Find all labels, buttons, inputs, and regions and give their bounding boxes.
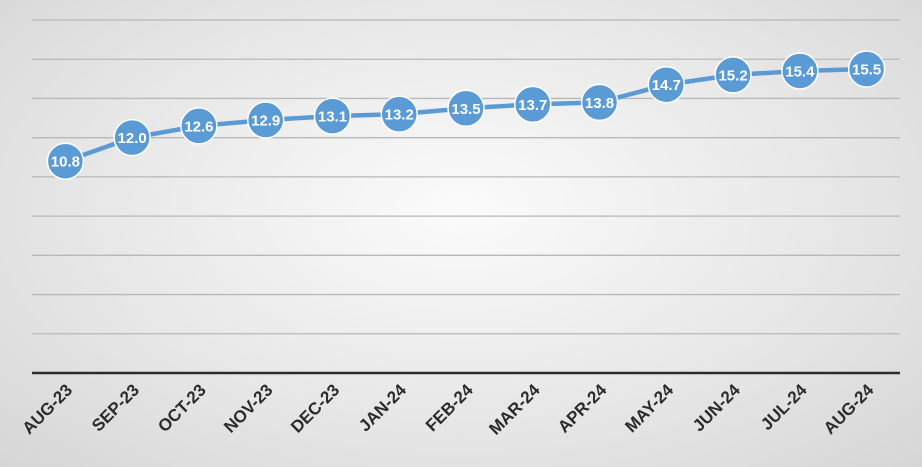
gridlines xyxy=(32,19,900,335)
data-label: 13.1 xyxy=(318,109,347,126)
data-point-marker xyxy=(781,52,819,90)
data-point-marker xyxy=(313,97,352,135)
data-label: 15.4 xyxy=(785,63,815,80)
data-point-marker xyxy=(647,65,686,104)
data-point: 12.6 xyxy=(180,107,218,145)
x-tick-label: JAN-24 xyxy=(355,380,410,435)
x-tick-label: APR-24 xyxy=(554,380,611,437)
data-point: 15.5 xyxy=(847,50,886,88)
data-point: 13.1 xyxy=(313,97,352,135)
data-point: 12.0 xyxy=(113,118,151,157)
x-tick-label: SEP-23 xyxy=(88,380,143,435)
data-label: 12.0 xyxy=(118,130,147,147)
x-tick-label: DEC-23 xyxy=(287,380,343,436)
data-point: 13.5 xyxy=(447,89,485,127)
data-point-marker xyxy=(246,101,285,139)
x-tick-label: JUN-24 xyxy=(689,380,744,435)
data-label: 14.7 xyxy=(652,77,681,94)
data-point-marker xyxy=(113,118,151,157)
data-point: 12.9 xyxy=(246,101,285,139)
x-tick-label: NOV-23 xyxy=(220,380,276,436)
data-point-marker xyxy=(380,95,418,133)
data-label: 13.8 xyxy=(585,95,614,112)
data-label: 15.5 xyxy=(852,62,881,79)
data-label: 13.2 xyxy=(385,107,414,124)
x-tick-label: AUG-24 xyxy=(820,380,878,438)
data-points: 10.8 12.0 12.6 12.9 13.1 13.2 13.5 13.7 13.8 14.7… xyxy=(46,50,886,180)
data-point-marker xyxy=(714,56,752,94)
data-label: 15.2 xyxy=(718,67,747,84)
data-point-marker xyxy=(447,89,485,127)
data-label: 13.5 xyxy=(451,101,480,118)
data-label: 12.6 xyxy=(184,118,213,135)
data-point: 15.4 xyxy=(781,52,819,90)
data-point: 15.2 xyxy=(714,56,752,94)
data-point-marker xyxy=(580,83,619,122)
data-label: 12.9 xyxy=(251,113,280,130)
x-axis-tick-labels: AUG-23 SEP-23 OCT-23 NOV-23 DEC-23 JAN-24 FEB-… xyxy=(19,380,878,439)
x-tick-label: MAR-24 xyxy=(485,380,544,439)
data-point-marker xyxy=(180,107,218,145)
data-label: 13.7 xyxy=(518,97,547,114)
data-point: 14.7 xyxy=(647,65,686,104)
data-point-marker xyxy=(514,85,552,124)
data-point-marker xyxy=(847,50,886,88)
x-tick-label: FEB-24 xyxy=(422,380,477,435)
data-label: 10.8 xyxy=(51,154,80,171)
data-point: 13.8 xyxy=(580,83,619,122)
data-point: 13.2 xyxy=(380,95,418,133)
x-tick-label: MAY-24 xyxy=(621,380,677,436)
data-point: 10.8 xyxy=(46,142,85,180)
x-tick-label: JUL-24 xyxy=(757,380,811,434)
x-tick-label: OCT-23 xyxy=(154,380,210,436)
x-tick-label: AUG-23 xyxy=(19,380,77,438)
data-point-marker xyxy=(46,142,85,180)
data-point: 13.7 xyxy=(514,85,552,124)
